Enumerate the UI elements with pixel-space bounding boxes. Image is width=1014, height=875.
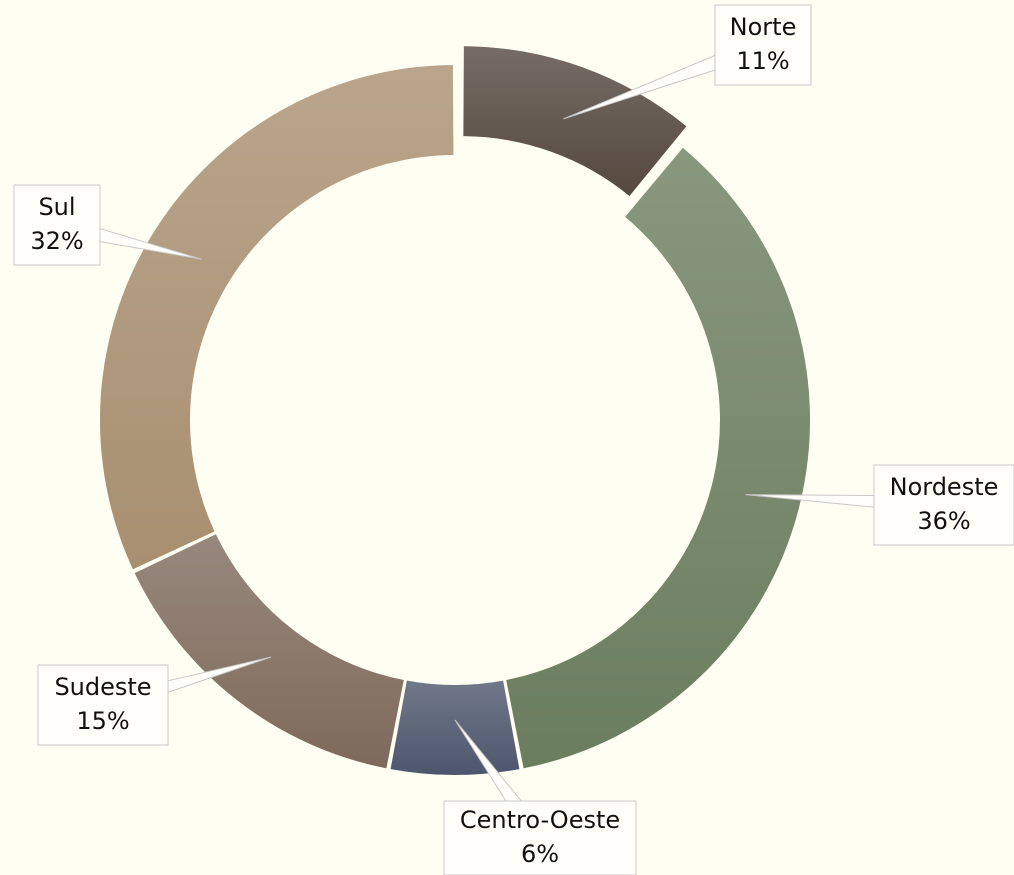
slice-label: Sudeste (54, 673, 151, 701)
slice-value-label: 32% (30, 227, 83, 255)
slice-shine (134, 534, 404, 769)
slice-label: Nordeste (890, 473, 999, 501)
label-box (13, 184, 101, 266)
slice-label: Sul (38, 193, 75, 221)
slice-shine (390, 680, 520, 775)
slice-label: Centro-Oeste (460, 806, 620, 834)
slice-value-label: 15% (76, 707, 129, 735)
slice-value-label: 11% (736, 47, 789, 75)
slice-value-label: 6% (521, 840, 559, 868)
slice-shine (463, 46, 687, 196)
label-box (443, 800, 637, 875)
slice-label: Norte (730, 13, 797, 41)
label-box (873, 464, 1014, 546)
slice-value-label: 36% (917, 507, 970, 535)
slice-shine (506, 147, 810, 769)
slice-shine (100, 65, 454, 570)
label-box (37, 664, 169, 746)
label-box (714, 4, 812, 86)
